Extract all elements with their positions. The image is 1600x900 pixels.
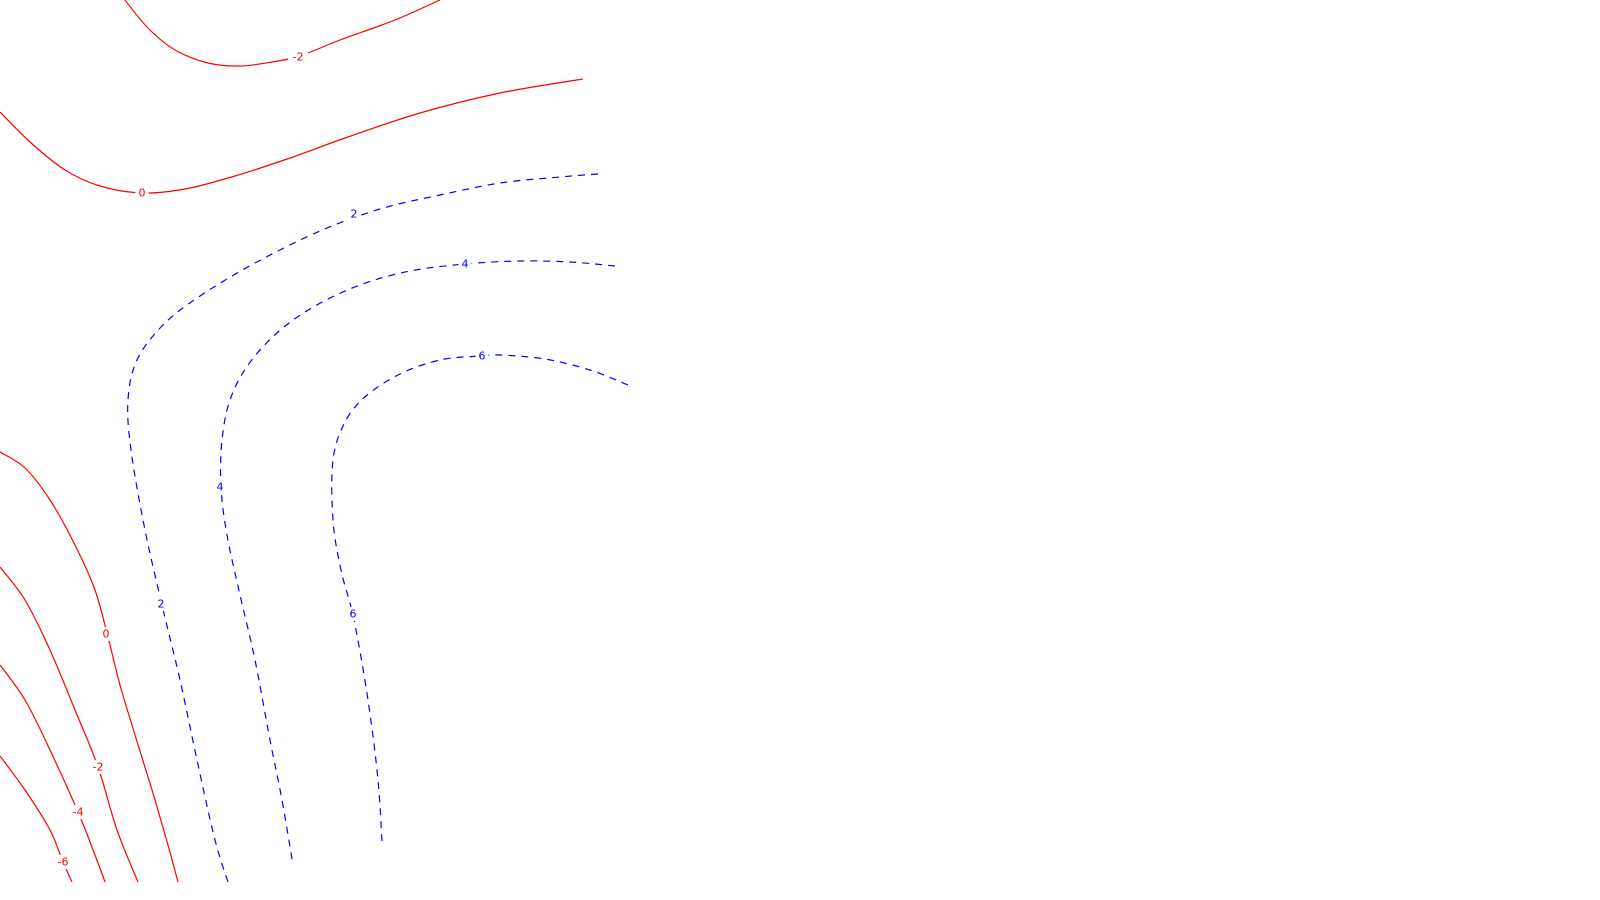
contour-line-level--6-lower-left <box>0 755 73 883</box>
contour-label-background <box>154 597 168 611</box>
contour-label-2-center-left-1: 2 <box>154 597 168 611</box>
contour-label--6-lower-left-0: -6 <box>53 855 73 869</box>
contour-label-4-center-left-1: 4 <box>213 480 227 494</box>
contour-label-background <box>288 50 308 64</box>
contour-label-text: -2 <box>293 51 304 64</box>
contour-label-background <box>458 257 472 271</box>
contour-label-text: 0 <box>103 628 110 641</box>
contour-label-6-center-left-1: 6 <box>346 607 360 621</box>
contour-label-background <box>346 607 360 621</box>
contour-label-text: -6 <box>58 856 69 869</box>
contour-label--2-lower-left-0: -2 <box>88 760 108 774</box>
contour-line-level-6-center-left <box>331 354 629 843</box>
contour-labels-layer: -2 0 2 2 4 4 6 6 0 -2 -4 -6 <box>53 50 489 869</box>
contour-line-level-0-upper-left <box>0 78 584 194</box>
contour-label-background <box>347 207 361 221</box>
contour-label-2-center-left-0: 2 <box>347 207 361 221</box>
contour-label-text: 2 <box>158 598 165 611</box>
contour-label-text: 0 <box>139 187 146 200</box>
contour-label-text: 4 <box>217 481 224 494</box>
contour-line-level--2-lower-left <box>0 566 139 883</box>
contour-lines-layer <box>0 0 629 883</box>
contour-line-level-4-center-left <box>219 260 616 866</box>
contour-label-background <box>99 627 113 641</box>
contour-label-background <box>88 760 108 774</box>
contour-label-0-lower-left-0: 0 <box>99 627 113 641</box>
contour-label-background <box>475 349 489 363</box>
contour-label-text: 6 <box>350 608 357 621</box>
contour-line-level-2-center-left <box>127 173 599 883</box>
contour-label-background <box>53 855 73 869</box>
contour-label-text: -4 <box>73 806 84 819</box>
contour-line-level--2-upper-left <box>124 0 441 67</box>
contour-label-text: 6 <box>479 350 486 363</box>
contour-label-text: -2 <box>93 761 104 774</box>
contour-label-6-center-left-0: 6 <box>475 349 489 363</box>
contour-label-0-upper-left-0: 0 <box>135 186 149 200</box>
contour-label--2-upper-left-0: -2 <box>288 50 308 64</box>
contour-label--4-lower-left-0: -4 <box>68 805 88 819</box>
contour-label-text: 4 <box>462 258 469 271</box>
contour-line-level-0-lower-left <box>0 451 179 883</box>
contour-label-4-center-left-0: 4 <box>458 257 472 271</box>
contour-label-text: 2 <box>351 208 358 221</box>
contour-label-background <box>135 186 149 200</box>
contour-label-background <box>213 480 227 494</box>
contour-line-level--4-lower-left <box>0 664 106 883</box>
contour-label-background <box>68 805 88 819</box>
